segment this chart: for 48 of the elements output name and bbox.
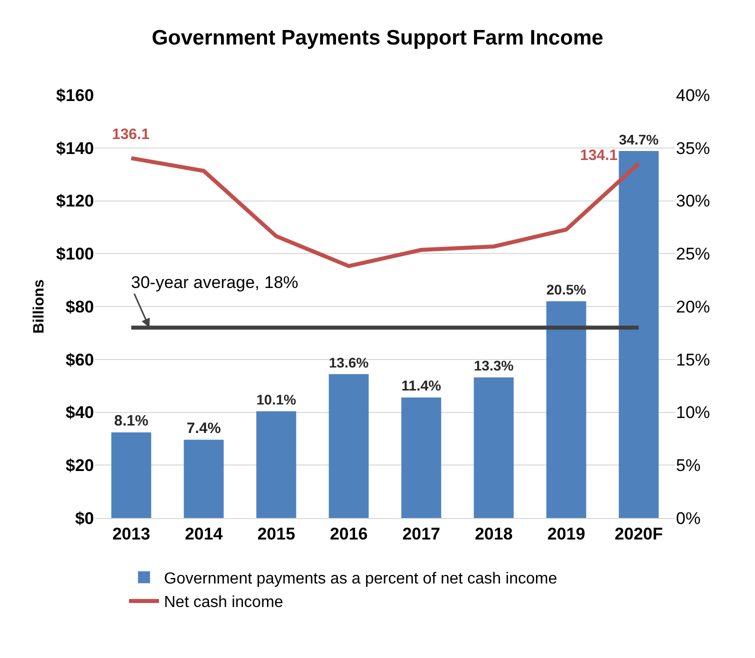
data-label: 134.1 [580, 147, 618, 164]
data-label: 20.5% [546, 281, 587, 298]
y2-tick-label: 15% [676, 350, 710, 370]
bar [618, 151, 659, 518]
chart-title: Government Payments Support Farm Income [152, 26, 604, 50]
x-tick-label: 2020F [614, 524, 663, 544]
bar [184, 440, 224, 518]
y2-tick-label: 0% [676, 508, 701, 528]
bar [401, 397, 442, 518]
data-label: 136.1 [112, 126, 150, 143]
data-label: 34.7% [618, 131, 660, 148]
y-tick-label: $0 [75, 508, 94, 528]
x-tick-label: 2014 [184, 524, 224, 544]
y2-tick-label: 40% [676, 86, 710, 105]
data-label: 10.1% [256, 391, 297, 408]
y2-tick-label: 35% [676, 138, 710, 158]
bar [256, 411, 296, 518]
data-label: 8.1% [114, 412, 148, 430]
y-tick-label: $140 [56, 138, 94, 158]
y-tick-label: $120 [56, 192, 94, 211]
ref-line-label: 30-year average, 18% [131, 273, 298, 292]
x-tick-label: 2016 [330, 524, 368, 544]
bar [546, 301, 586, 518]
x-tick-label: 2017 [402, 524, 440, 544]
x-tick-label: 2013 [112, 524, 150, 544]
legend-label: Government payments as a percent of net cash income [164, 570, 558, 588]
y-tick-label: $160 [56, 86, 94, 105]
bar [474, 377, 514, 518]
data-label: 11.4% [401, 378, 442, 395]
x-tick-label: 2018 [474, 524, 513, 544]
data-label: 13.3% [474, 358, 514, 374]
y-tick-label: $40 [66, 403, 94, 422]
y-tick-label: $60 [66, 350, 94, 370]
data-label: 7.4% [186, 420, 221, 437]
y-axis-title: Billions [30, 279, 48, 334]
y-tick-label: $80 [66, 297, 94, 316]
bar [111, 432, 152, 518]
y2-tick-label: 30% [676, 192, 710, 211]
y2-tick-label: 5% [676, 456, 701, 476]
y-tick-label: $100 [56, 244, 94, 264]
y-tick-label: $20 [66, 456, 94, 476]
bar [328, 374, 369, 518]
y2-tick-label: 10% [676, 403, 710, 422]
data-label: 13.6% [328, 354, 370, 370]
x-tick-label: 2015 [257, 524, 296, 544]
y2-tick-label: 20% [676, 297, 710, 316]
y2-tick-label: 25% [676, 244, 710, 264]
x-tick-label: 2019 [547, 524, 586, 544]
